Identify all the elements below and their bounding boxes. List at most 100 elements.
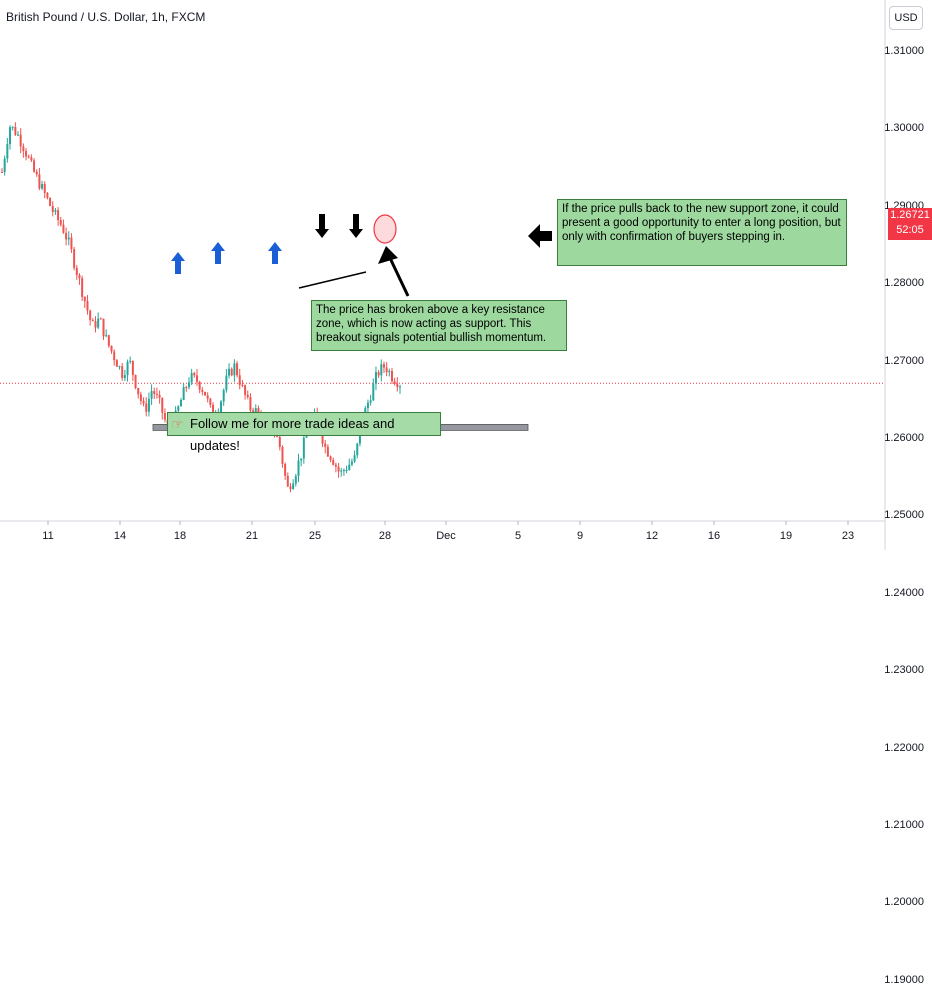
candle-body [163, 412, 166, 420]
candle-body [150, 391, 153, 399]
candle-body [396, 383, 399, 388]
candle-body [187, 382, 190, 388]
follow-note[interactable]: ☞ Follow me for more trade ideas and upd… [167, 412, 441, 453]
candle-body [78, 275, 81, 279]
candle-body [158, 394, 161, 398]
candle-body [30, 157, 33, 161]
breakout-pointer-head-icon [378, 246, 398, 264]
time-tick-label: 19 [779, 530, 793, 542]
candle-body [393, 381, 396, 384]
candle-body [113, 351, 116, 361]
candle-body [220, 401, 223, 413]
candle-body [81, 278, 84, 297]
candle-body [350, 461, 353, 465]
time-tick-label: 5 [514, 530, 522, 542]
candle-body [372, 383, 375, 401]
candle-body [102, 318, 105, 337]
candle-body [147, 398, 150, 412]
candle-body [51, 205, 54, 212]
candle-body [284, 463, 287, 476]
candle-body [153, 391, 156, 394]
candle-body [257, 408, 260, 413]
candle-body [126, 361, 129, 376]
time-tick-label: 28 [378, 530, 392, 542]
candle-body [145, 403, 148, 412]
last-price-tag: 1.26721 52:05 [888, 208, 932, 240]
candle-body [334, 464, 337, 467]
candle-body [225, 375, 228, 391]
candle-body [1, 171, 3, 173]
candle-body [65, 232, 68, 240]
candle-body [131, 360, 134, 375]
candle-body [54, 210, 57, 212]
candle-body [380, 364, 383, 376]
candle-body [382, 364, 385, 368]
time-tick-label: 11 [42, 530, 54, 542]
time-tick-label: 23 [841, 530, 855, 542]
candle-body [329, 456, 332, 460]
candle-body [388, 371, 391, 373]
candle-body [94, 321, 97, 328]
candle-body [107, 335, 110, 346]
candle-body [198, 381, 201, 390]
candle-body [302, 437, 305, 459]
price-tick-label: 1.19000 [884, 973, 924, 986]
bar-countdown: 52:05 [896, 224, 924, 236]
candle-body [345, 470, 348, 472]
candle-body [348, 464, 351, 471]
candle-body [73, 249, 76, 268]
candle-body [38, 174, 41, 189]
price-tick-label: 1.28000 [884, 277, 924, 290]
candle-body [369, 400, 372, 403]
candle-body [294, 475, 297, 484]
candle-body [57, 210, 60, 221]
candle-body [41, 184, 44, 189]
candle-body [155, 393, 158, 395]
candle-body [228, 368, 231, 376]
price-tick-label: 1.30000 [884, 122, 924, 135]
candle-body [238, 375, 241, 385]
candle-body [193, 373, 196, 376]
candle-body [75, 267, 78, 276]
candle-body [230, 368, 233, 376]
time-tick-label: 18 [173, 530, 187, 542]
candle-body [43, 184, 46, 194]
chart-title: British Pound / U.S. Dollar, 1h, FXCM [6, 10, 206, 24]
candle-body [27, 156, 30, 158]
currency-selector[interactable]: USD [889, 6, 923, 30]
candle-body [209, 398, 212, 405]
candle-body [212, 404, 215, 419]
candle-body [25, 151, 28, 157]
candle-body [286, 475, 289, 487]
candle-body [62, 224, 65, 233]
candle-body [105, 335, 108, 337]
candle-body [179, 399, 182, 407]
candle-body [374, 372, 377, 384]
candle-body [195, 375, 198, 382]
candle-body [390, 371, 393, 382]
zone-pointer-arrow [528, 224, 552, 248]
candle-body [86, 301, 89, 311]
price-tick-label: 1.24000 [884, 586, 924, 599]
candle-body [342, 470, 345, 472]
candle-body [340, 470, 343, 472]
breakout-pointer-line [388, 257, 410, 297]
breakout-note[interactable]: The price has broken above a key resista… [311, 300, 567, 351]
candle-body [358, 429, 361, 444]
candle-body [289, 486, 292, 490]
candle-body [22, 146, 25, 152]
blue-up-arrow-icon [268, 242, 282, 264]
candle-body [3, 158, 6, 173]
price-tick-label: 1.22000 [884, 741, 924, 754]
time-tick-label: 14 [113, 530, 127, 542]
support-zone-note[interactable]: If the price pulls back to the new suppo… [557, 199, 847, 266]
candle-body [161, 397, 164, 413]
candle-body [33, 160, 36, 172]
candle-body [326, 446, 329, 457]
price-chart[interactable] [0, 0, 932, 550]
candle-body [324, 443, 327, 447]
candle-body [190, 373, 193, 383]
candle-body [9, 127, 12, 145]
candle-body [332, 459, 335, 465]
price-tick-label: 1.20000 [884, 896, 924, 909]
